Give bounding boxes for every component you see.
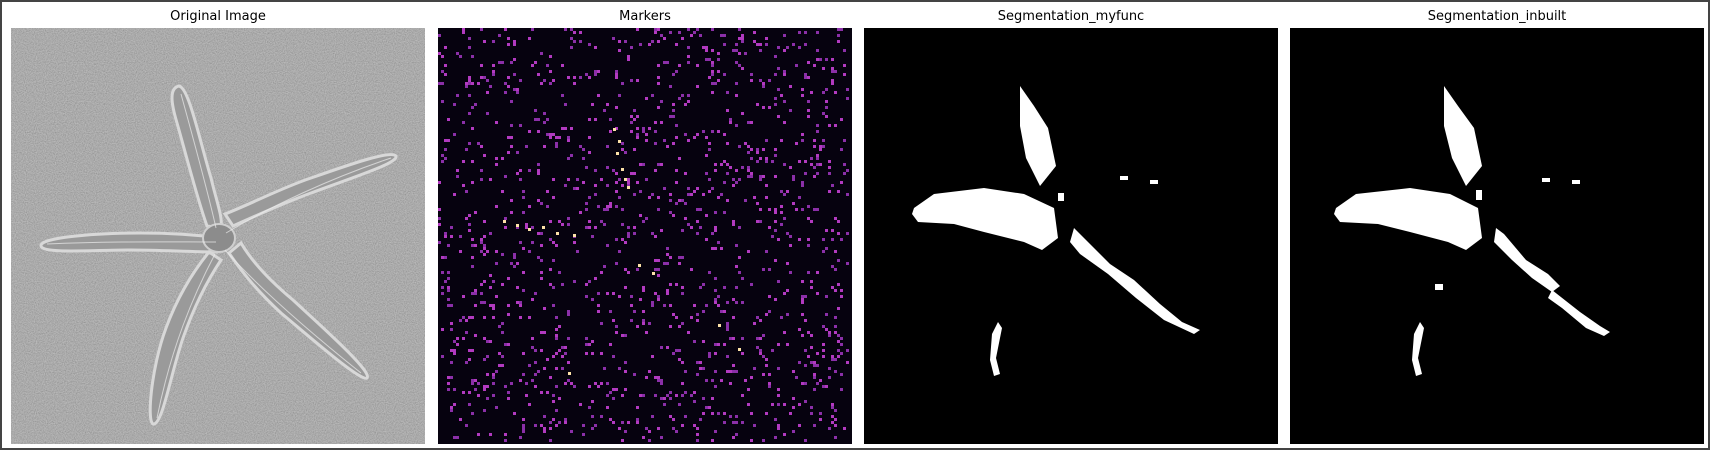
- starfish-arm-bottom-right: [227, 240, 369, 380]
- mask-foreground: [912, 86, 1200, 376]
- bright-markers: [503, 128, 741, 375]
- starfish-arm-bottom-left: [148, 249, 224, 426]
- markers-image: [438, 28, 852, 444]
- panel-title-segmentation-myfunc: Segmentation_myfunc: [997, 9, 1145, 24]
- original-image: [11, 28, 425, 444]
- starfish-arm-right: [222, 153, 398, 228]
- panel-original-image: Original Image: [11, 2, 425, 448]
- starfish: [39, 84, 398, 426]
- panel-markers: Markers: [438, 2, 852, 448]
- panel-title-original: Original Image: [170, 9, 266, 24]
- panel-segmentation-inbuilt: Segmentation_inbuilt: [1290, 2, 1704, 448]
- panel-segmentation-myfunc: Segmentation_myfunc: [864, 2, 1278, 448]
- panel-title-segmentation-inbuilt: Segmentation_inbuilt: [1427, 9, 1567, 24]
- segmentation-myfunc-image: [864, 28, 1278, 444]
- panel-title-markers: Markers: [619, 9, 671, 24]
- mask-background: [864, 28, 1278, 444]
- segmentation-inbuilt-image: [1290, 28, 1704, 444]
- mask-foreground: [1334, 86, 1610, 376]
- starfish-center: [202, 223, 236, 253]
- marker-dots: [438, 28, 849, 442]
